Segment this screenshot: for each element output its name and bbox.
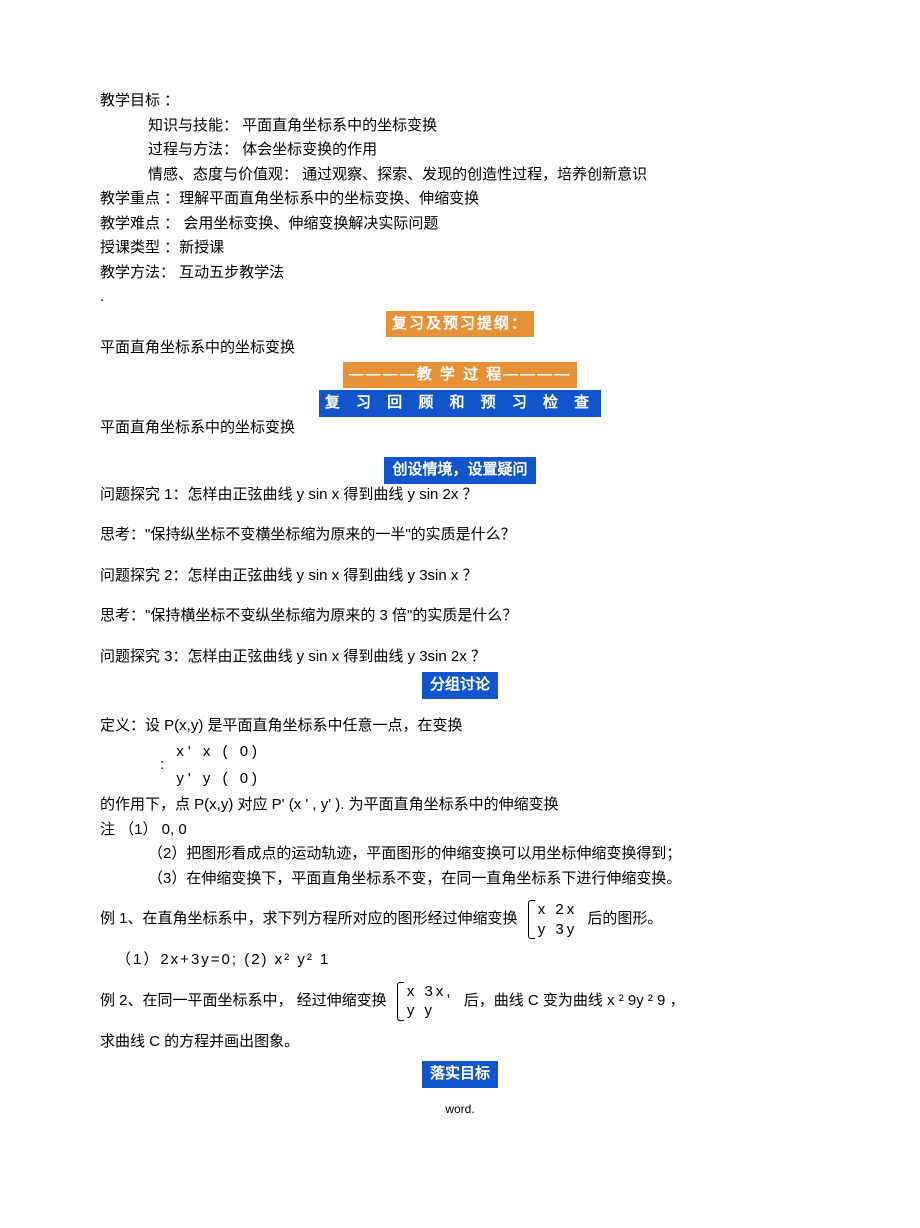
difficulty-line: 教学难点 ： 会用坐标变换、伸缩变换解决实际问题 bbox=[100, 213, 820, 236]
lessontype-line: 授课类型 ：新授课 bbox=[100, 237, 820, 260]
footer-text: word. bbox=[100, 1100, 820, 1118]
definition-matrix: : x' x ( 0) y' y ( 0) bbox=[100, 739, 820, 792]
process-line: 过程与方法： 体会坐标变换的作用 bbox=[100, 139, 820, 162]
teaching-goal-title: 教学目标 ： bbox=[100, 90, 820, 113]
example2-case2: y y bbox=[407, 1001, 454, 1021]
example1-case1: x 2x bbox=[538, 900, 578, 920]
method-line: 教学方法： 互动五步教学法 bbox=[100, 262, 820, 285]
note1: 注 （1） 0, 0 bbox=[100, 819, 820, 842]
question3: 问题探究 3：怎样由正弦曲线 y sin x 得到曲线 y 3sin 2x ？ bbox=[100, 646, 820, 669]
group-discuss-box: 分组讨论 bbox=[422, 672, 498, 699]
create-situation-box: 创设情境，设置疑问 bbox=[384, 457, 535, 484]
matrix-row1: x' x ( 0) bbox=[176, 739, 261, 766]
dot-line: . bbox=[100, 286, 820, 309]
coord-transform-line1: 平面直角坐标系中的坐标变换 bbox=[100, 337, 820, 360]
coord-transform-line2: 平面直角坐标系中的坐标变换 bbox=[100, 417, 820, 440]
example2-pre: 例 2、在同一平面坐标系中， 经过伸缩变换 bbox=[100, 990, 387, 1013]
keypoint-line: 教学重点 ：理解平面直角坐标系中的坐标变换、伸缩变换 bbox=[100, 188, 820, 211]
example2-end: 求曲线 C 的方程并画出图象。 bbox=[100, 1031, 820, 1054]
example1: 例 1、在直角坐标系中，求下列方程所对应的图形经过伸缩变换 x 2x y 3y … bbox=[100, 900, 820, 939]
review-check-box: 复 习 回 顾 和 预 习 检 查 bbox=[319, 390, 601, 417]
matrix-row2: y' y ( 0) bbox=[176, 766, 261, 793]
example2-mid: 后，曲线 C 变为曲线 x ² 9y ² 9 ， bbox=[464, 990, 685, 1013]
note2: （2）把图形看成点的运动轨迹，平面图形的伸缩变换可以用坐标伸缩变换得到； bbox=[100, 843, 820, 866]
goal-box: 落实目标 bbox=[422, 1061, 498, 1088]
example2-case1: x 3x, bbox=[407, 982, 454, 1002]
example1-sub: （1）2x+3y=0; (2) x² y² 1 bbox=[100, 949, 820, 972]
emotion-line: 情感、态度与价值观： 通过观察、探索、发现的创造性过程，培养创新意识 bbox=[100, 164, 820, 187]
example2: 例 2、在同一平面坐标系中， 经过伸缩变换 x 3x, y y 后，曲线 C 变… bbox=[100, 982, 820, 1021]
definition-intro: 定义：设 P(x,y) 是平面直角坐标系中任意一点，在变换 bbox=[100, 715, 820, 738]
definition-after: 的作用下，点 P(x,y) 对应 P' (x ' , y' ). 为平面直角坐标… bbox=[100, 794, 820, 817]
note3: （3）在伸缩变换下，平面直角坐标系不变，在同一直角坐标系下进行伸缩变换。 bbox=[100, 868, 820, 891]
example1-post: 后的图形。 bbox=[587, 908, 662, 931]
example1-cases: x 2x y 3y bbox=[528, 900, 578, 939]
example1-case2: y 3y bbox=[538, 920, 578, 940]
think2: 思考："保持横坐标不变纵坐标缩为原来的 3 倍"的实质是什么？ bbox=[100, 605, 820, 628]
example2-cases: x 3x, y y bbox=[397, 982, 454, 1021]
skill-line: 知识与技能： 平面直角坐标系中的坐标变换 bbox=[100, 115, 820, 138]
review-outline-box: 复习及预习提纲： bbox=[386, 311, 534, 338]
question1: 问题探究 1：怎样由正弦曲线 y sin x 得到曲线 y sin 2x ？ bbox=[100, 484, 820, 507]
example1-pre: 例 1、在直角坐标系中，求下列方程所对应的图形经过伸缩变换 bbox=[100, 908, 518, 931]
teaching-process-box: ————教 学 过 程———— bbox=[343, 362, 578, 389]
question2: 问题探究 2：怎样由正弦曲线 y sin x 得到曲线 y 3sin x ？ bbox=[100, 565, 820, 588]
think1: 思考："保持纵坐标不变横坐标缩为原来的一半"的实质是什么？ bbox=[100, 524, 820, 547]
